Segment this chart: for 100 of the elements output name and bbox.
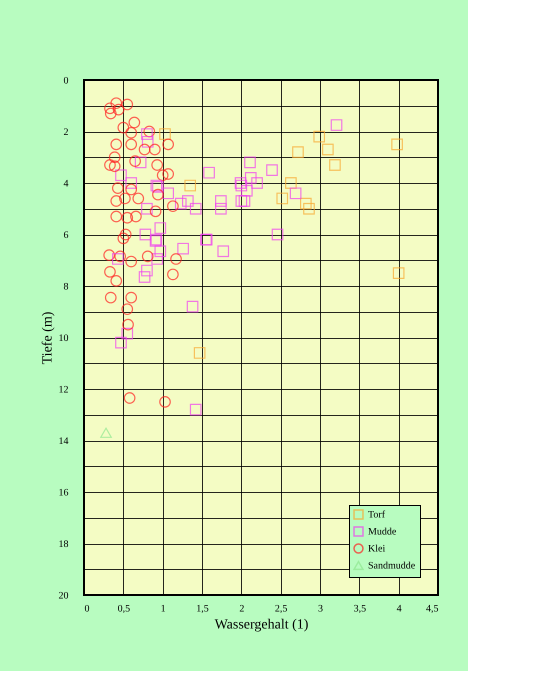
point (240, 184, 253, 197)
point (154, 245, 166, 258)
point (114, 250, 126, 262)
point (115, 336, 127, 348)
point (125, 177, 138, 189)
y-axis-title: Tiefe (m) (40, 311, 56, 364)
point (215, 195, 227, 207)
point (143, 126, 156, 138)
point (152, 188, 164, 200)
point (266, 164, 278, 176)
point (134, 156, 146, 168)
point (115, 169, 127, 182)
point (276, 192, 288, 204)
point (285, 177, 297, 189)
legend-label: Klei (368, 544, 386, 554)
point (125, 292, 138, 304)
point (182, 195, 194, 207)
point (138, 144, 150, 156)
point (184, 180, 196, 192)
point (292, 146, 304, 158)
point (120, 228, 132, 240)
point (132, 192, 144, 204)
point (251, 177, 263, 189)
point (238, 195, 250, 207)
point (141, 128, 153, 140)
point (128, 116, 140, 128)
point (244, 156, 256, 168)
point (130, 210, 142, 222)
point (162, 168, 174, 180)
point (121, 328, 134, 340)
y-tick-label: 8 (64, 282, 68, 292)
y-tick-label: 4 (64, 178, 68, 190)
point (215, 202, 227, 215)
y-tick-label: 16 (58, 488, 68, 498)
point (194, 347, 206, 359)
point (110, 138, 122, 150)
point (122, 318, 134, 330)
point (121, 303, 134, 316)
point (129, 155, 141, 167)
point (272, 228, 284, 240)
x-tick-label: 3,5 (354, 604, 366, 614)
point (159, 128, 171, 140)
point (174, 198, 187, 210)
point (100, 428, 112, 438)
point (148, 144, 161, 156)
point (104, 102, 116, 114)
legend-label: Sandmudde (368, 560, 416, 572)
point (117, 122, 130, 134)
point (162, 138, 174, 150)
point (300, 198, 312, 210)
y-tick-label: 18 (58, 539, 68, 550)
point (151, 253, 164, 265)
y-tick-label: 20 (58, 590, 68, 602)
point (142, 250, 154, 262)
point (329, 159, 341, 171)
point (167, 268, 179, 280)
x-tick-label: 1 (160, 604, 166, 614)
point (110, 275, 122, 287)
x-tick-label: 1,5 (196, 604, 209, 614)
point (159, 396, 171, 408)
point (125, 126, 138, 139)
point (142, 136, 154, 148)
point (138, 271, 150, 283)
point (154, 222, 166, 234)
point (217, 245, 230, 258)
point (110, 195, 122, 207)
point (104, 266, 116, 278)
point (330, 119, 342, 131)
point (177, 242, 189, 255)
point (110, 210, 122, 222)
point (234, 177, 246, 189)
point (290, 187, 302, 200)
point (108, 160, 121, 172)
legend-label: Torf (368, 510, 386, 520)
point (141, 264, 153, 276)
point (124, 392, 136, 404)
point (112, 104, 124, 116)
point (104, 159, 116, 171)
point (392, 267, 405, 279)
point (170, 253, 182, 265)
point (167, 200, 179, 212)
point (313, 130, 326, 142)
point (303, 202, 315, 215)
point (322, 144, 334, 156)
point (110, 97, 122, 110)
y-tick-label: 14 (58, 436, 68, 447)
point (391, 138, 403, 150)
point (235, 180, 248, 192)
x-tick-label: 2 (239, 604, 244, 614)
point (190, 202, 202, 215)
point (125, 184, 138, 196)
point (125, 138, 138, 150)
y-tick-label: 6 (64, 230, 68, 241)
point (162, 187, 174, 200)
point (108, 151, 121, 164)
y-tick-label: 10 (58, 333, 68, 344)
x-axis-title: Wassergehalt (1) (214, 618, 309, 632)
point (125, 256, 138, 268)
y-tick-label: 0 (64, 76, 68, 86)
x-tick-label: 2,5 (274, 604, 288, 614)
